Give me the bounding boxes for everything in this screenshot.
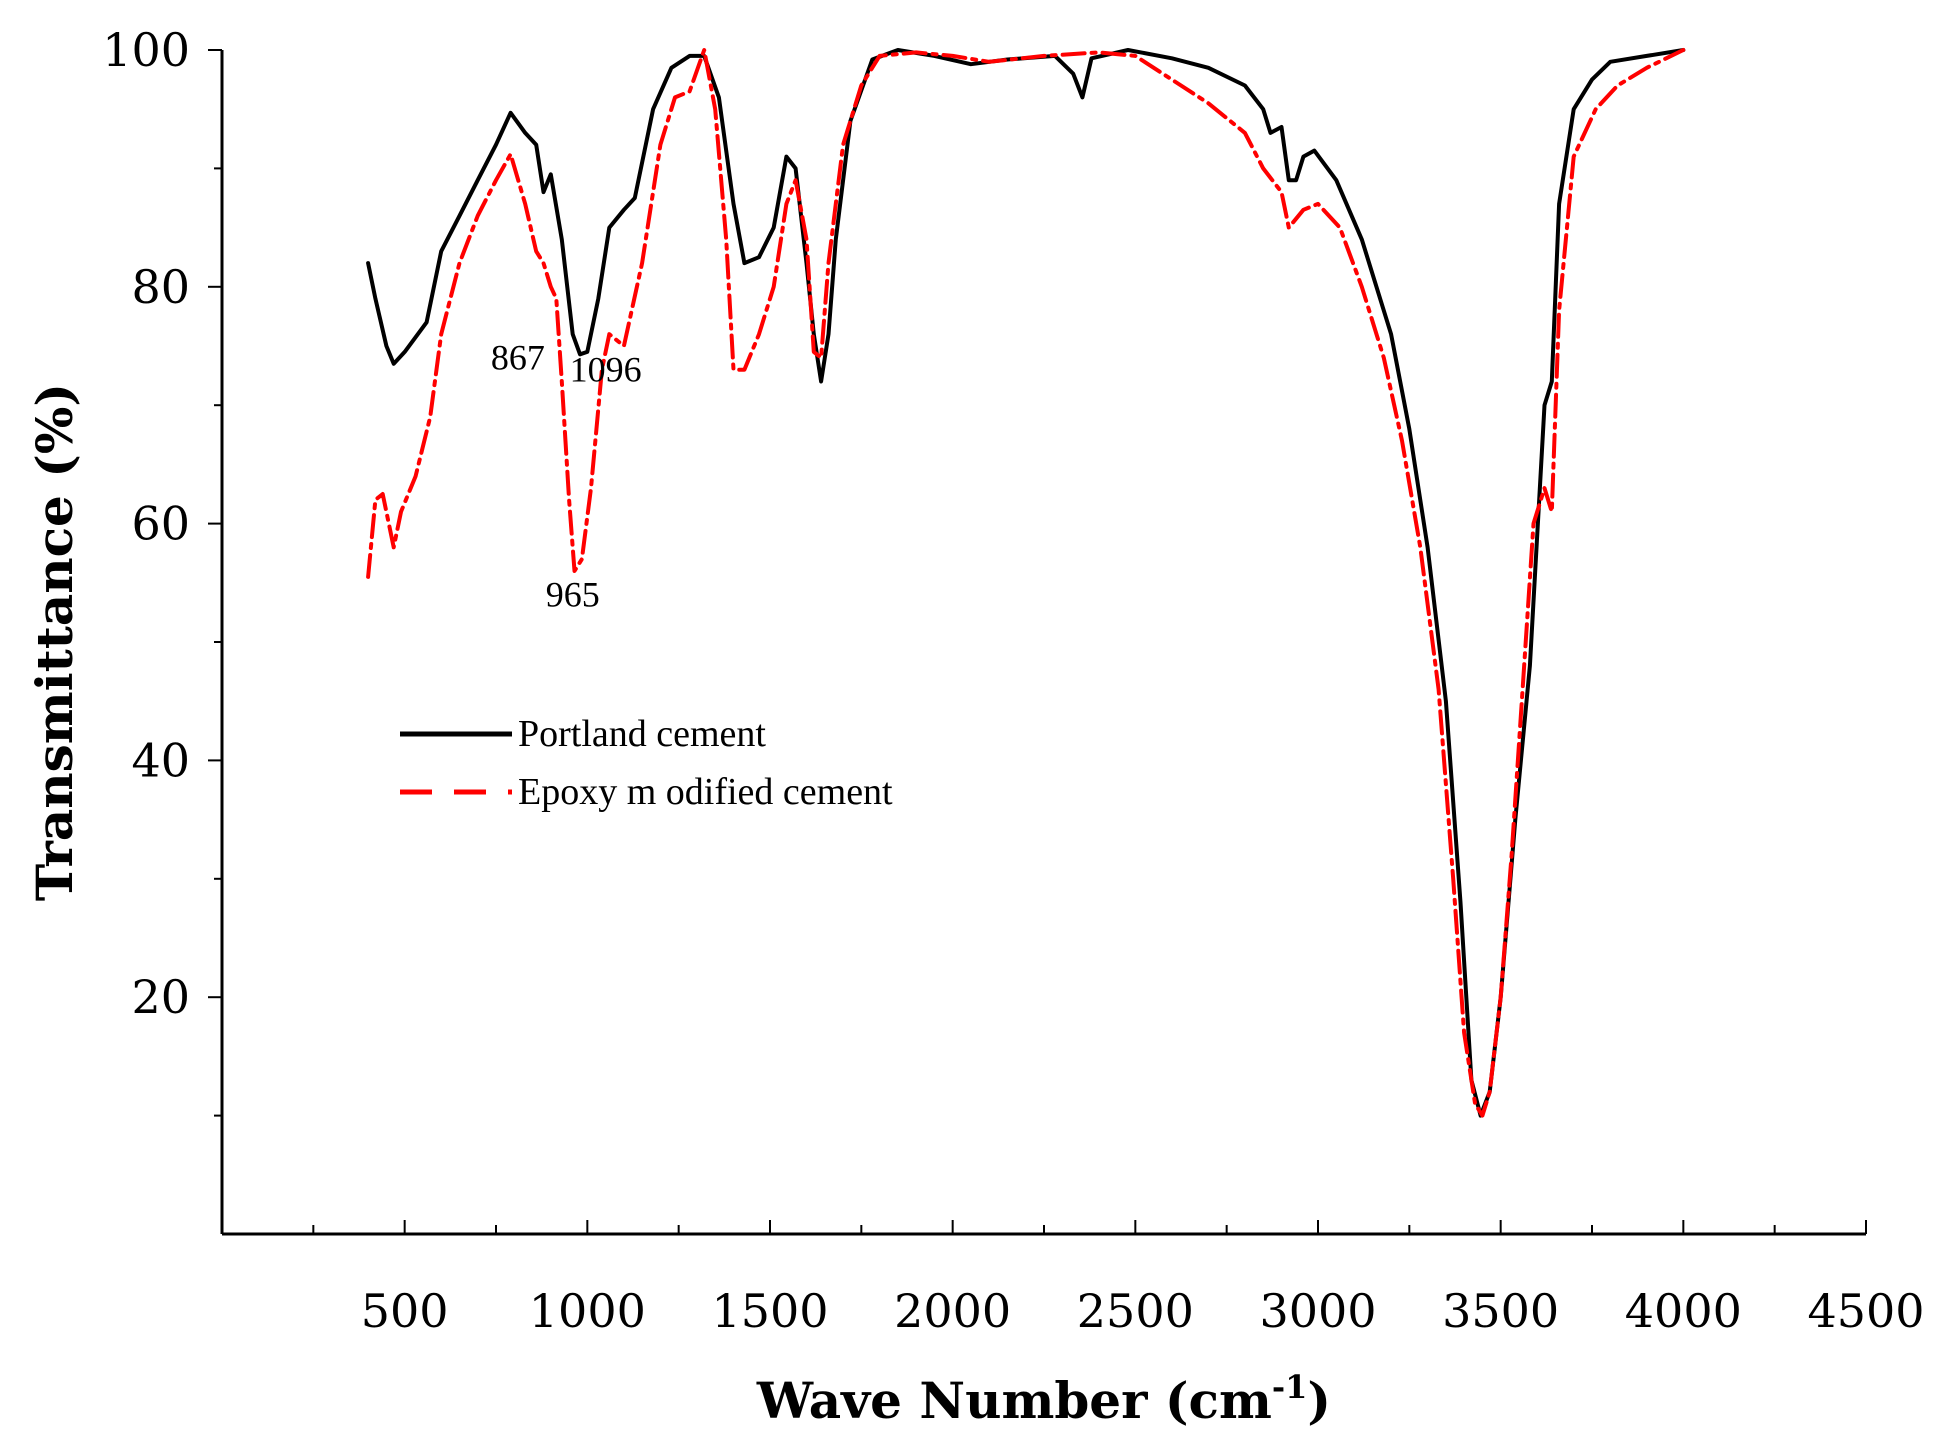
x-tick-label: 1500 — [711, 1284, 828, 1338]
x-tick-label: 4500 — [1807, 1284, 1924, 1338]
x-tick-label: 1000 — [529, 1284, 646, 1338]
tick-labels: 500 1000 1500 2000 2500 3000 3500 4000 4500 20 40 6… — [102, 23, 1924, 1338]
series-line-portland — [366, 48, 1686, 1118]
peak-annotation: 965 — [546, 574, 600, 614]
legend-label-epoxy: Epoxy m odified cement — [518, 771, 893, 813]
legend-label-portland: Portland cement — [518, 713, 766, 755]
x-axis-title-close: ) — [1307, 1371, 1331, 1430]
y-tick-label: 60 — [131, 497, 190, 551]
y-tick-label: 40 — [131, 733, 190, 787]
x-tick-label: 3000 — [1259, 1284, 1376, 1338]
peak-annotation: 1096 — [570, 350, 642, 390]
peak-annotation: 867 — [491, 338, 545, 378]
x-tick-label: 4000 — [1625, 1284, 1742, 1338]
x-tick-label: 2000 — [894, 1284, 1011, 1338]
y-tick-label: 80 — [131, 260, 190, 314]
annotation-layer: 867 1096 965 — [491, 338, 642, 615]
y-tick-label: 20 — [131, 970, 190, 1024]
x-tick-label: 500 — [361, 1284, 449, 1338]
x-tick-label: 3500 — [1442, 1284, 1559, 1338]
y-axis-title: Transmittance (%) — [25, 383, 84, 901]
legend: Portland cement Epoxy m odified cement — [400, 713, 893, 813]
x-axis-title-main: Wave Number (cm — [756, 1371, 1272, 1430]
x-axis-title-sup: -1 — [1272, 1368, 1308, 1406]
y-tick-label: 100 — [102, 23, 190, 77]
x-axis-title: Wave Number (cm-1) — [756, 1368, 1331, 1430]
axes — [220, 50, 1866, 1236]
x-tick-label: 2500 — [1077, 1284, 1194, 1338]
series-line-epoxy — [366, 48, 1686, 1118]
series-layer — [366, 48, 1686, 1118]
ticks — [208, 49, 1867, 1234]
